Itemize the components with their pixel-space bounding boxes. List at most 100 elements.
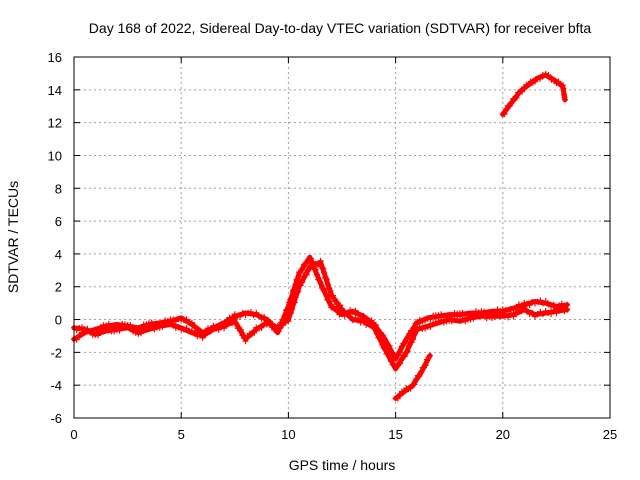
data-point bbox=[295, 288, 302, 295]
data-point bbox=[322, 291, 329, 298]
data-point bbox=[183, 316, 190, 323]
y-tick-label: 16 bbox=[48, 50, 62, 65]
x-tick-label: 20 bbox=[496, 427, 510, 442]
data-point bbox=[333, 306, 340, 313]
data-point bbox=[540, 311, 546, 318]
data-point bbox=[386, 342, 393, 349]
y-tick-label: -6 bbox=[50, 411, 62, 426]
data-point bbox=[470, 315, 477, 322]
data-point bbox=[297, 282, 304, 289]
data-point bbox=[419, 318, 426, 325]
data-point bbox=[295, 275, 302, 282]
data-point bbox=[251, 329, 258, 336]
data-point bbox=[513, 310, 520, 317]
data-point bbox=[92, 331, 99, 338]
data-point bbox=[292, 294, 299, 301]
data-point bbox=[345, 310, 352, 317]
data-point bbox=[285, 318, 292, 325]
data-point bbox=[513, 94, 520, 101]
y-tick-label: 12 bbox=[48, 116, 62, 131]
data-point bbox=[523, 307, 530, 314]
data-point bbox=[324, 281, 331, 288]
data-point bbox=[478, 311, 485, 318]
data-point bbox=[503, 106, 510, 113]
data-point bbox=[564, 306, 571, 313]
data-point bbox=[526, 311, 533, 318]
data-point bbox=[545, 309, 552, 316]
data-point bbox=[537, 297, 544, 304]
data-point bbox=[242, 338, 249, 345]
data-point bbox=[416, 373, 423, 380]
data-point bbox=[253, 324, 260, 331]
data-point bbox=[392, 355, 399, 362]
data-point bbox=[326, 298, 333, 305]
data-point bbox=[244, 333, 251, 340]
y-axis-label: SDTVAR / TECUs bbox=[5, 181, 21, 293]
data-point bbox=[213, 325, 220, 332]
data-point bbox=[534, 298, 541, 305]
data-point bbox=[127, 324, 134, 331]
data-point bbox=[191, 330, 198, 337]
data-point bbox=[443, 318, 450, 325]
data-point bbox=[327, 287, 334, 294]
data-point bbox=[223, 321, 230, 328]
data-point bbox=[386, 352, 393, 359]
y-tick-label: 4 bbox=[55, 247, 62, 262]
data-point bbox=[531, 313, 538, 320]
data-point bbox=[194, 333, 201, 340]
data-point bbox=[76, 332, 83, 339]
data-point bbox=[233, 321, 240, 328]
x-tick-label: 15 bbox=[388, 427, 402, 442]
data-point bbox=[368, 321, 375, 328]
series-2 bbox=[71, 257, 571, 372]
data-point bbox=[306, 265, 313, 272]
data-point bbox=[143, 326, 150, 333]
data-point bbox=[355, 310, 362, 317]
data-point bbox=[247, 308, 254, 315]
data-point bbox=[328, 304, 335, 311]
data-point bbox=[229, 320, 236, 327]
data-point bbox=[215, 326, 222, 333]
data-point bbox=[282, 317, 289, 324]
data-point bbox=[95, 332, 102, 339]
data-point bbox=[481, 312, 488, 319]
data-point bbox=[397, 360, 404, 367]
data-point bbox=[330, 292, 337, 299]
data-point bbox=[172, 324, 179, 331]
data-point bbox=[489, 315, 496, 322]
x-tick-label: 10 bbox=[281, 427, 295, 442]
data-point bbox=[379, 342, 386, 349]
data-point bbox=[253, 309, 260, 316]
data-point bbox=[245, 309, 252, 316]
data-point bbox=[553, 310, 560, 317]
y-tick-label: -4 bbox=[50, 378, 62, 393]
series-1 bbox=[71, 254, 571, 362]
data-point bbox=[397, 349, 404, 356]
data-series bbox=[71, 71, 571, 402]
data-point bbox=[73, 336, 80, 343]
series-4 bbox=[499, 71, 568, 118]
series-line bbox=[71, 254, 570, 362]
data-point bbox=[138, 330, 144, 337]
data-point bbox=[84, 325, 91, 332]
data-point bbox=[413, 376, 420, 383]
data-point bbox=[116, 327, 123, 334]
data-point bbox=[226, 318, 233, 325]
plot-frame bbox=[73, 56, 611, 419]
data-point bbox=[507, 305, 514, 312]
data-point bbox=[180, 317, 187, 324]
data-point bbox=[550, 301, 557, 308]
data-point bbox=[426, 352, 433, 359]
data-point bbox=[135, 330, 142, 337]
data-point bbox=[418, 368, 425, 375]
data-point bbox=[392, 365, 399, 372]
data-point bbox=[199, 334, 206, 341]
data-point bbox=[408, 339, 415, 346]
data-point bbox=[536, 75, 543, 82]
data-point bbox=[231, 316, 238, 323]
y-tick-label: 10 bbox=[48, 148, 62, 163]
data-point bbox=[501, 111, 508, 118]
series-3 bbox=[392, 352, 433, 402]
data-point bbox=[521, 304, 528, 311]
